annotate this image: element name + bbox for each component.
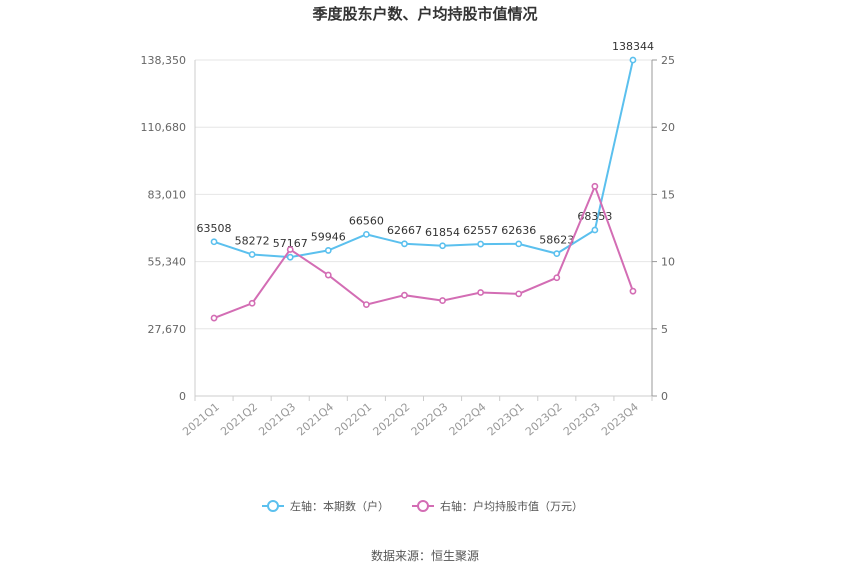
y-left-tick-label: 0 [179,390,186,403]
y-right-tick-label: 25 [661,54,675,67]
x-tick-label: 2021Q4 [294,400,336,438]
data-point [629,56,637,64]
x-tick-label: 2023Q2 [523,400,565,438]
y-right-tick-label: 0 [661,390,668,403]
data-point [553,274,561,282]
y-axis-left: 0 27,670 55,340 83,010 110,680 138,350 [141,54,196,403]
y-right-tick-label: 20 [661,121,675,134]
data-point [401,240,408,248]
data-point [515,290,523,298]
data-point [286,246,294,253]
y-right-tick-label: 15 [661,188,675,201]
data-point [439,297,446,304]
data-point [515,240,523,248]
series-line-1 [213,59,634,259]
y-right-tick-label: 5 [661,323,668,336]
data-point [324,247,332,254]
x-axis: 2021Q12021Q22021Q32021Q42022Q12022Q22022… [180,396,653,438]
y-left-tick-label: 138,350 [141,54,187,67]
y-left-tick-label: 55,340 [148,256,187,269]
source-note: 数据来源：恒生聚源 [371,548,479,563]
data-point [248,299,256,307]
data-label: 66560 [349,214,384,227]
x-tick-label: 2022Q4 [447,400,489,438]
legend-marker [267,500,279,512]
x-tick-label: 2021Q1 [180,400,222,438]
data-point [210,314,218,322]
y-right-tick-label: 10 [661,256,675,269]
x-tick-label: 2023Q1 [485,400,527,438]
data-point [362,301,370,309]
data-point [362,230,370,238]
data-point [324,271,332,279]
data-label: 138344 [612,40,654,53]
y-left-tick-label: 110,680 [141,121,187,134]
data-label: 57167 [273,237,308,250]
series-line-2 [213,183,634,319]
legend-label: 左轴：本期数（户） [290,499,389,513]
chart-title: 季度股东户数、户均持股市值情况 [312,5,537,23]
y-axis-right: 0 5 10 15 20 25 [651,54,675,403]
x-tick-label: 2022Q3 [409,400,451,438]
data-label: 62667 [387,224,422,237]
legend: 左轴：本期数（户） 右轴：户均持股市值（万元） [262,499,583,513]
data-point [210,238,218,246]
data-label: 62557 [463,224,498,237]
legend-label: 右轴：户均持股市值（万元） [440,499,583,513]
data-label: 58623 [539,234,574,247]
data-label: 62636 [501,224,536,237]
y-left-tick-label: 83,010 [148,188,187,201]
y-left-tick-label: 27,670 [148,323,187,336]
data-point [286,253,294,261]
data-label: 59946 [311,230,346,243]
x-tick-label: 2021Q3 [256,400,298,438]
data-point [248,251,256,258]
data-label: 63508 [197,222,232,235]
legend-marker [417,500,429,512]
data-point [553,250,561,258]
data-point [591,226,599,234]
data-point [401,291,408,299]
data-point [477,240,485,248]
data-point [591,182,599,190]
x-tick-label: 2022Q2 [371,400,413,438]
grid [195,59,652,397]
data-point [439,242,446,250]
x-tick-label: 2022Q1 [333,400,375,438]
x-tick-label: 2023Q3 [561,400,603,438]
data-label: 58272 [235,234,270,247]
x-tick-label: 2021Q2 [218,400,260,438]
data-label: 61854 [425,226,460,239]
data-point [477,289,485,296]
data-point [629,287,637,295]
x-tick-label: 2023Q4 [599,400,641,438]
